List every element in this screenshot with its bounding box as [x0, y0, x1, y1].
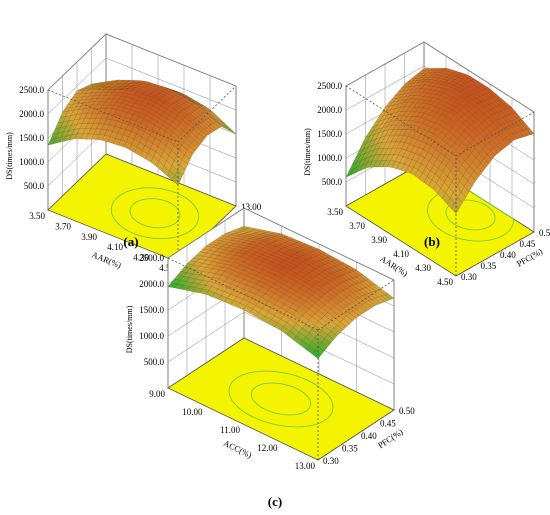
frame-edges	[345, 85, 535, 277]
y-tick-label: 0.35	[342, 444, 358, 454]
z-axis-label: DS(times/mm)	[125, 305, 134, 353]
z-tick-labels: 500.0 1000.0 1500.0 2000.0 2500.0	[139, 253, 164, 367]
contour-line	[250, 382, 312, 416]
y-tick-label: 13.00	[241, 202, 262, 212]
contour-line	[228, 370, 334, 428]
x-tick-label: 13.00	[295, 461, 316, 471]
z-tick-label: 500.0	[24, 181, 45, 191]
x-axis-label: AAR(%)	[91, 249, 123, 270]
x-tick-label: 3.50	[327, 207, 343, 217]
frame-edge	[317, 279, 395, 331]
x-tick-label: 4.30	[133, 253, 149, 263]
x-tick-label: 10.00	[182, 407, 203, 417]
z-tick-label: 2500.0	[19, 85, 44, 95]
x-tick-label: 11.00	[220, 425, 240, 435]
panel-label: (b)	[424, 234, 440, 249]
z-tick-label: 1500.0	[317, 129, 342, 139]
x-tick-label: 3.50	[29, 211, 45, 221]
x-tick-labels: 3.50 3.70 3.90 4.10 4.30 4.50	[29, 211, 175, 273]
frame-edge	[317, 409, 395, 461]
x-tick-label: 3.90	[371, 235, 387, 245]
y-tick-label: 0.35	[481, 261, 497, 271]
z-axis-label: DS(times/mm)	[303, 128, 312, 176]
z-tick-label: 1000.0	[317, 153, 342, 163]
z-tick-label: 500.0	[144, 357, 165, 367]
response-surface	[47, 79, 237, 186]
z-tick-label: 1500.0	[139, 305, 164, 315]
y-axis-label: PFC(%)	[376, 427, 405, 451]
y-tick-label: 0.40	[361, 431, 377, 441]
x-tick-label: 4.30	[415, 263, 431, 273]
panel-label: (c)	[268, 494, 282, 509]
z-tick-label: 2000.0	[139, 279, 164, 289]
panel-c: 500.0 1000.0 1500.0 2000.0 2500.0 DS(times/mm…	[125, 207, 415, 509]
z-tick-label: 2500.0	[139, 253, 164, 263]
x-axis-label: ACC(%)	[222, 438, 254, 460]
z-axis-label: DS(times/mm)	[5, 132, 14, 180]
contour-lines	[110, 187, 200, 240]
x-tick-label: 12.00	[257, 443, 278, 453]
x-tick-label: 4.10	[107, 242, 123, 252]
y-tick-label: 0.45	[520, 239, 536, 249]
y-tick-label: 0.30	[323, 456, 339, 466]
z-tick-label: 1500.0	[19, 133, 44, 143]
x-tick-label: 3.70	[55, 221, 71, 231]
z-tick-labels: 500.0 1000.0 1500.0 2000.0 2500.0	[19, 85, 44, 191]
z-tick-label: 500.0	[322, 177, 343, 187]
x-tick-label: 3.70	[349, 221, 365, 231]
x-tick-labels: 3.50 3.70 3.90 4.10 4.30 4.50	[327, 207, 453, 287]
surface-cell	[451, 202, 460, 214]
z-tick-label: 2000.0	[19, 109, 44, 119]
y-tick-labels: 0.30 0.350.40 0.450.50	[461, 228, 550, 282]
z-tick-labels: 500.0 1000.0 1500.0 2000.0 2500.0	[317, 81, 342, 187]
contour-line	[129, 198, 181, 229]
frame-edges	[167, 257, 395, 461]
frame-edge	[345, 85, 457, 157]
z-tick-label: 1000.0	[19, 157, 44, 167]
contour-line	[110, 187, 200, 240]
x-tick-labels: 9.00 10.00 11.00 12.00 13.00	[149, 389, 315, 471]
frame-edge	[455, 111, 535, 157]
y-tick-labels: 0.300.350.400.450.50	[323, 406, 415, 466]
x-tick-label: 3.90	[81, 232, 97, 242]
x-tick-label: 9.00	[149, 389, 165, 399]
y-tick-label: 0.45	[380, 419, 396, 429]
z-tick-label: 2500.0	[317, 81, 342, 91]
contour-plane	[167, 337, 395, 461]
x-tick-label: 4.10	[393, 249, 409, 259]
x-tick-label: 4.50	[159, 263, 175, 273]
x-tick-label: 4.50	[437, 277, 453, 287]
y-tick-label: 0.50	[539, 228, 550, 238]
panel-label: (a)	[123, 234, 138, 249]
response-surface	[167, 226, 395, 359]
y-tick-label: 0.30	[461, 272, 477, 282]
response-surface	[345, 67, 535, 214]
contour-lines	[228, 370, 334, 428]
y-tick-label: 0.40	[500, 250, 516, 260]
y-axis-label: PFC(%)	[515, 246, 544, 268]
z-tick-label: 1000.0	[139, 331, 164, 341]
frame-edge	[47, 89, 179, 143]
frame-edge	[455, 231, 535, 277]
frame-edge	[177, 85, 237, 143]
surface-cell	[172, 175, 181, 186]
z-tick-label: 2000.0	[317, 105, 342, 115]
y-tick-label: 0.50	[399, 406, 415, 416]
panel-a: 500.0 1000.0 1500.0 2000.0 2500.0 DS(times/mm…	[5, 33, 262, 273]
surface-cell	[311, 349, 322, 359]
panel-b: 500.0 1000.0 1500.0 2000.0 2500.0 DS(times/mm…	[303, 41, 550, 287]
